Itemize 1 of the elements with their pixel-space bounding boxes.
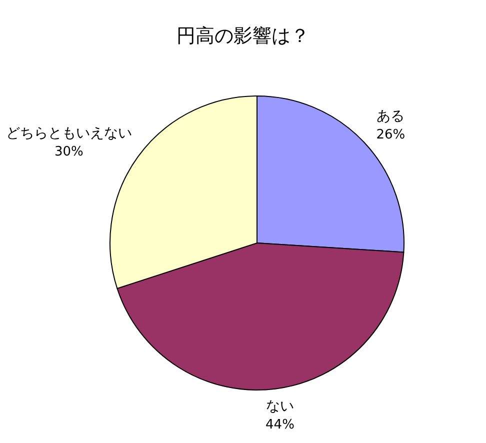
title: 円高の影響は？ (176, 25, 310, 47)
